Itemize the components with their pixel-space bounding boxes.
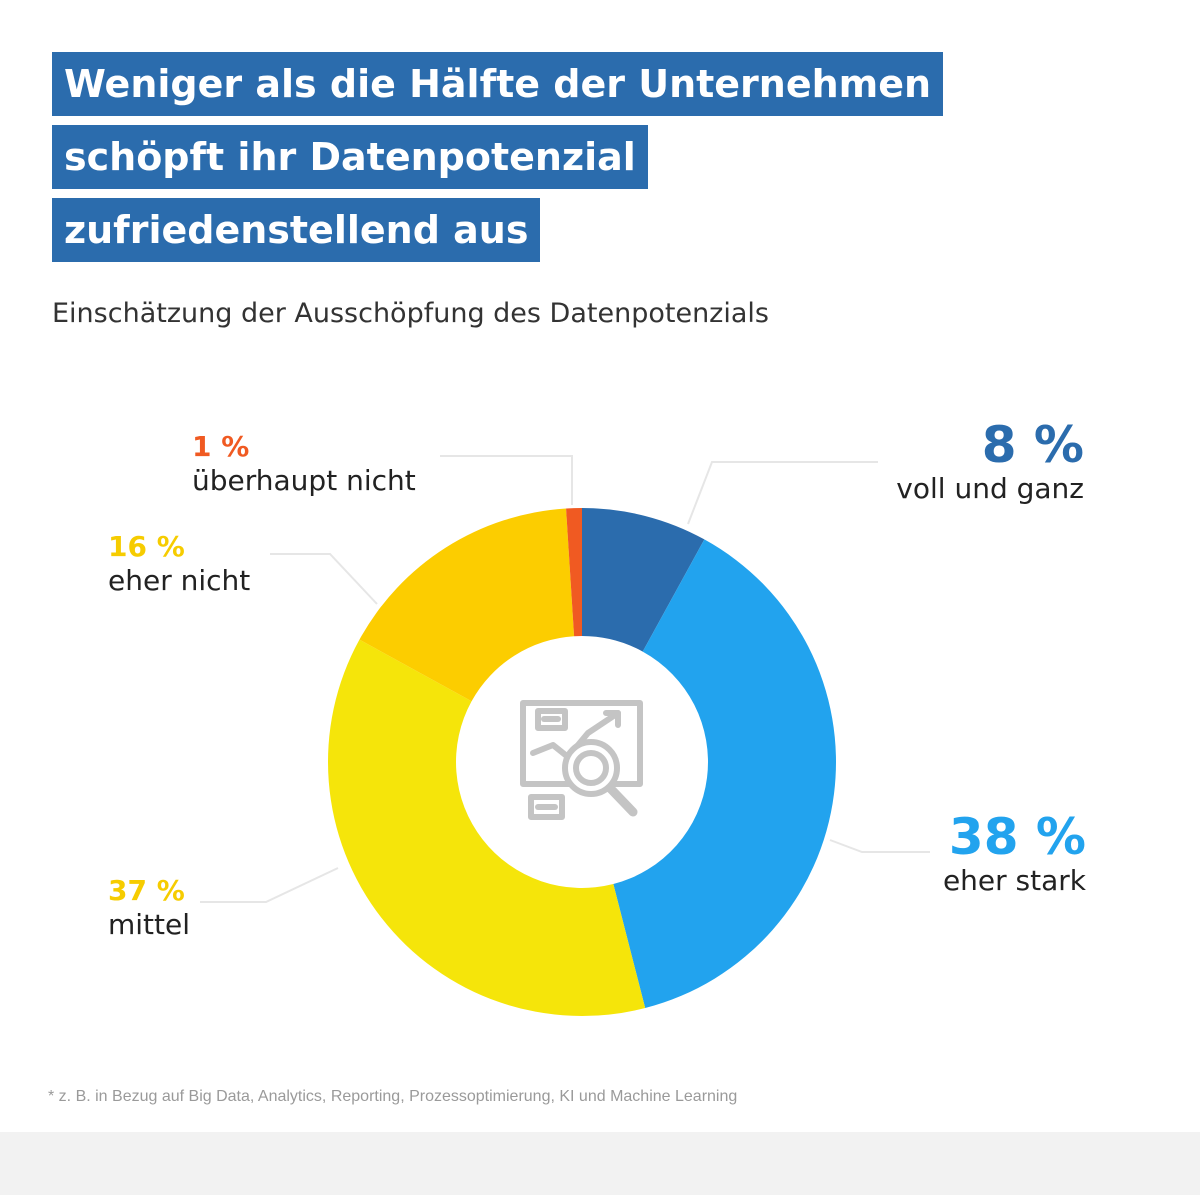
leader-lines [200,455,930,903]
label-mittel-value: 37 % [108,874,185,907]
label-eher-nicht-name: eher nicht [108,564,251,597]
label-voll-und-ganz-value: 8 % [981,416,1084,474]
label-ueberhaupt-nicht-name: überhaupt nicht [192,464,416,497]
label-voll-und-ganz-name: voll und ganz [896,472,1084,505]
label-eher-nicht: 16 % eher nicht [108,530,250,598]
donut-slices [328,508,837,1017]
label-voll-und-ganz: 8 % voll und ganz [896,418,1084,506]
subtitle: Einschätzung der Ausschöpfung des Datenp… [52,298,769,329]
label-eher-nicht-value: 16 % [108,530,185,563]
slice-voll-und-ganz [582,508,705,652]
donut-chart [200,455,930,1017]
label-eher-stark-name: eher stark [942,864,1086,897]
label-eher-stark: 38 % eher stark [943,810,1086,898]
footnote: * z. B. in Bezug auf Big Data, Analytics… [48,1088,738,1105]
bottom-bar [0,1132,1200,1195]
data-analytics-magnifier-icon [520,700,643,820]
title-line-2: schöpft ihr Datenpotenzial [52,125,648,189]
label-mittel: 37 % mittel [108,874,190,942]
label-mittel-name: mittel [108,908,191,941]
label-eher-stark-value: 38 % [948,808,1086,866]
label-ueberhaupt-nicht-value: 1 % [192,430,250,463]
slice-eher-stark [613,539,837,1009]
slice-überhaupt-nicht [566,508,582,637]
title-line-1: Weniger als die Hälfte der Unternehmen [52,52,944,116]
leader-line-eher-nicht [270,553,378,605]
slice-mittel [328,639,646,1017]
label-ueberhaupt-nicht: 1 % überhaupt nicht [192,430,416,498]
title-line-3: zufriedenstellend aus [52,198,541,262]
leader-line-eher-stark [829,839,930,853]
leader-line-ueberhaupt-nicht [440,455,573,505]
leader-line-voll-und-ganz [687,461,878,525]
title-block: Weniger als die Hälfte der Unternehmen s… [52,52,1052,271]
slice-eher-nicht [359,508,575,702]
leader-line-mittel [200,867,339,903]
